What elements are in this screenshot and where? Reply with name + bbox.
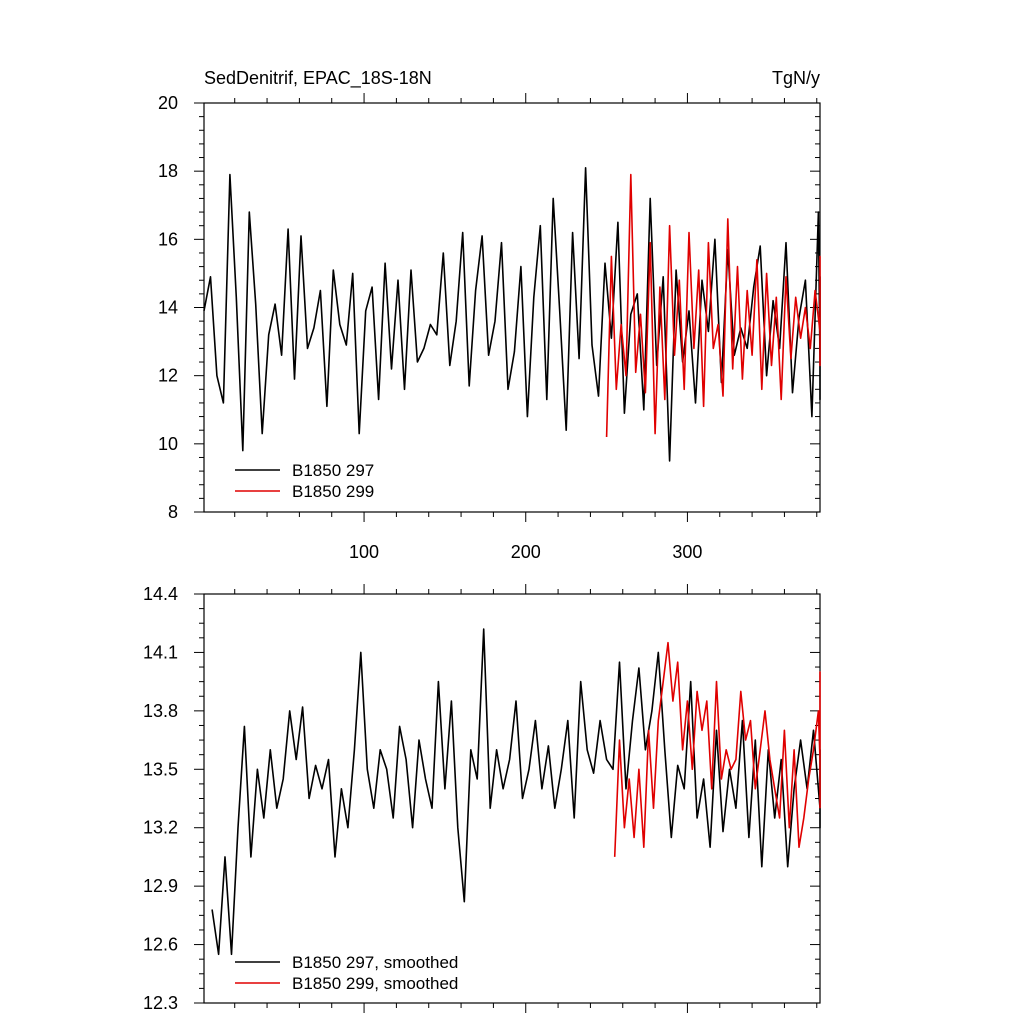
series-lines [203, 167, 821, 462]
legend-label: B1850 297 [292, 461, 374, 480]
y-tick-labels: 12.3 12.6 12.9 13.2 13.5 13.8 14.1 14.4 [143, 584, 178, 1013]
chart-title: SedDenitrif, EPAC_18S-18N [204, 68, 432, 89]
y-tick-label: 12 [158, 366, 178, 386]
y-tick-labels: 8 10 12 14 16 18 20 [158, 93, 178, 522]
y-tick-label: 16 [158, 229, 178, 249]
y-tick-label: 13.5 [143, 759, 178, 779]
legend-label: B1850 299, smoothed [292, 974, 458, 993]
legend-label: B1850 299 [292, 482, 374, 501]
x-tick-label: 200 [511, 542, 541, 562]
y-tick-label: 14.1 [143, 642, 178, 662]
units-label: TgN/y [772, 68, 820, 88]
legend-label: B1850 297, smoothed [292, 953, 458, 972]
y-tick-label: 13.8 [143, 701, 178, 721]
x-tick-label: 100 [349, 542, 379, 562]
tick-marks [194, 93, 820, 522]
y-tick-label: 12.9 [143, 876, 178, 896]
y-tick-label: 18 [158, 161, 178, 181]
series-line [613, 641, 821, 857]
legend: B1850 297 B1850 299 [235, 461, 374, 501]
y-tick-label: 8 [168, 502, 178, 522]
x-tick-labels: 100 200 300 [349, 542, 702, 562]
series-line [211, 628, 821, 956]
y-tick-label: 13.2 [143, 818, 178, 838]
series-line [203, 167, 821, 462]
plot-frame [203, 102, 821, 513]
tick-marks [194, 584, 820, 1013]
y-tick-label: 12.6 [143, 935, 178, 955]
y-tick-label: 12.3 [143, 993, 178, 1013]
y-tick-label: 10 [158, 434, 178, 454]
y-tick-label: 14.4 [143, 584, 178, 604]
series-lines [211, 628, 821, 956]
plot-frame [203, 593, 821, 1004]
top-panel: SedDenitrif, EPAC_18S-18N TgN/y 8 10 12 14 1… [158, 68, 821, 562]
series-line [605, 173, 821, 438]
y-tick-label: 20 [158, 93, 178, 113]
legend: B1850 297, smoothed B1850 299, smoothed [235, 953, 458, 993]
y-tick-label: 14 [158, 298, 178, 318]
x-tick-label: 300 [672, 542, 702, 562]
bottom-panel: 12.3 12.6 12.9 13.2 13.5 13.8 14.1 14.4 B1850 2… [143, 584, 821, 1013]
